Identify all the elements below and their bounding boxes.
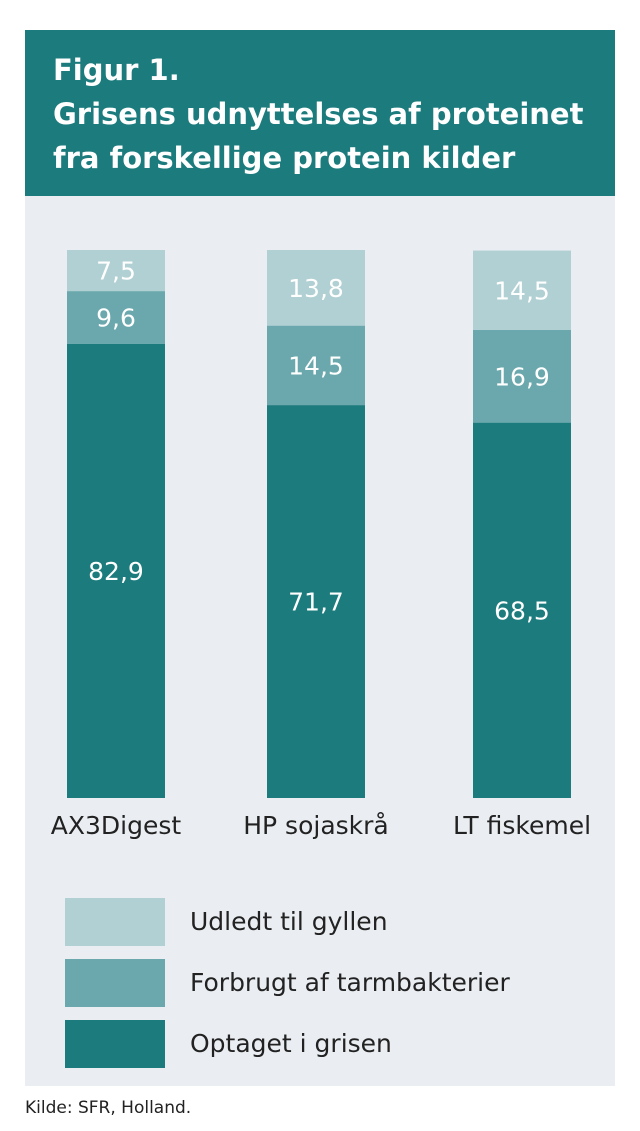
chart-card: Figur 1. Grisens udnyttelses af proteine…: [25, 30, 615, 1086]
data-label-hp-sojaskr-optaget-i-grisen: 71,7: [288, 588, 344, 617]
bar-segment-ax3digest-optaget-i-grisen: [67, 343, 165, 798]
chart-header: Figur 1. Grisens udnyttelses af proteine…: [25, 30, 615, 196]
bar-segment-ax3digest-udledt-til-gyllen: [67, 250, 165, 292]
data-label-hp-sojaskr-forbrugt-af-tarmbakterier: 14,5: [288, 351, 344, 380]
data-label-ax3digest-forbrugt-af-tarmbakterier: 9,6: [96, 303, 136, 332]
category-label-hp-sojaskr: HP sojaskrå: [243, 811, 389, 840]
bar-segment-hp-sojaskr-udledt-til-gyllen: [267, 250, 365, 326]
bar-segment-lt-fiskemel-forbrugt-af-tarmbakterier: [473, 330, 571, 423]
legend-label-optaget: Optaget i grisen: [190, 1029, 392, 1058]
data-label-ax3digest-optaget-i-grisen: 82,9: [88, 557, 144, 586]
legend-swatch-udledt: [65, 898, 165, 946]
chart-title-line-1: Grisens udnyttelses af proteinet: [53, 97, 584, 131]
data-label-lt-fiskemel-udledt-til-gyllen: 14,5: [494, 276, 550, 305]
legend-label-forbrugt: Forbrugt af tarmbakterier: [190, 968, 510, 997]
category-label-lt-fiskemel: LT fiskemel: [453, 811, 591, 840]
stacked-bar-chart: 82,9 9,6 7,5 AX3Digest 71,7 14,5 13,8 HP sojask…: [51, 250, 591, 840]
data-label-hp-sojaskr-udledt-til-gyllen: 13,8: [288, 274, 344, 303]
bar-segment-lt-fiskemel-optaget-i-grisen: [473, 422, 571, 798]
legend-swatch-forbrugt: [65, 959, 165, 1007]
figure-number: Figur 1.: [53, 53, 180, 87]
source-note: Kilde: SFR, Holland.: [25, 1098, 192, 1118]
legend-label-udledt: Udledt til gyllen: [190, 907, 388, 936]
bar-segment-hp-sojaskr-optaget-i-grisen: [267, 405, 365, 798]
bar-segment-hp-sojaskr-forbrugt-af-tarmbakterier: [267, 325, 365, 406]
bar-segment-lt-fiskemel-udledt-til-gyllen: [473, 250, 571, 331]
data-label-ax3digest-udledt-til-gyllen: 7,5: [96, 257, 136, 286]
legend-swatch-optaget: [65, 1020, 165, 1068]
bar-segment-ax3digest-forbrugt-af-tarmbakterier: [67, 291, 165, 344]
data-label-lt-fiskemel-forbrugt-af-tarmbakterier: 16,9: [494, 362, 550, 391]
category-label-ax3digest: AX3Digest: [51, 811, 182, 840]
chart-title-line-2: fra forskellige protein kilder: [53, 141, 516, 175]
data-label-lt-fiskemel-optaget-i-grisen: 68,5: [494, 596, 550, 625]
